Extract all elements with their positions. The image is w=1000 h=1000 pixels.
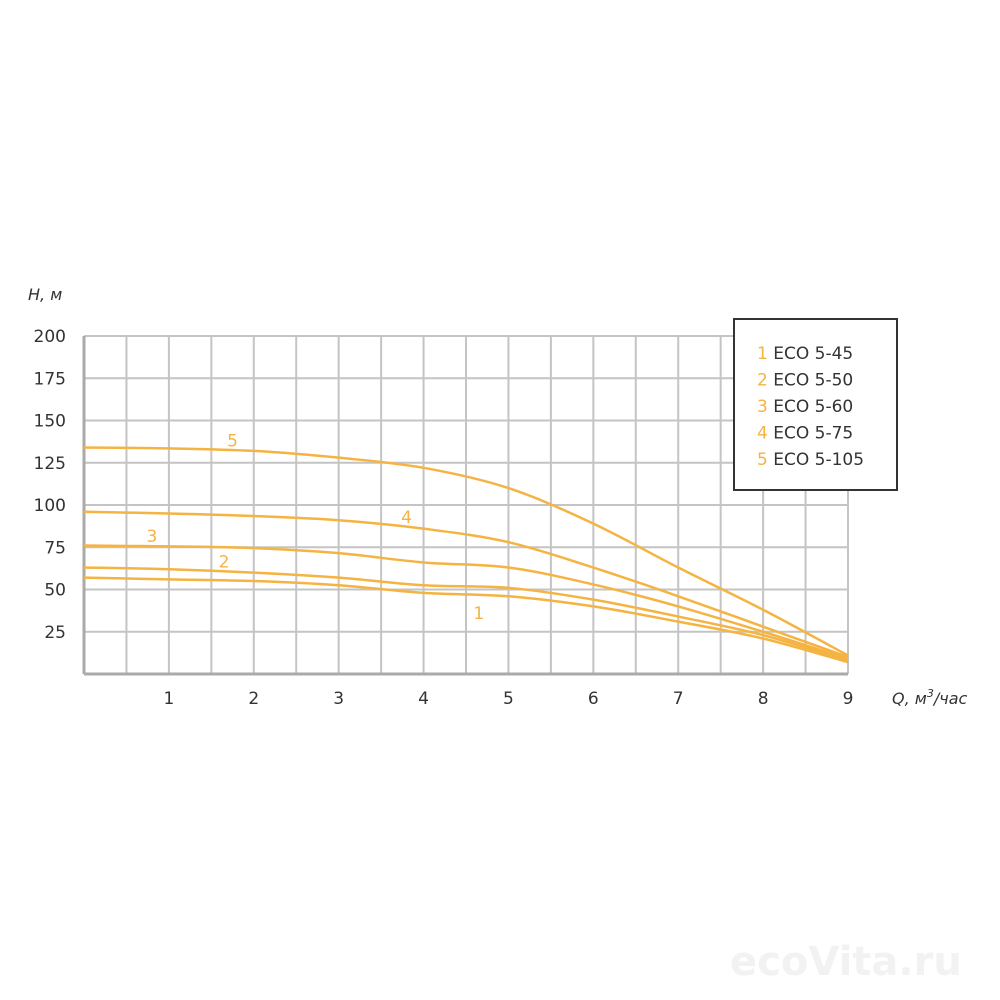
series-line-3 bbox=[83, 544, 849, 660]
y-tick-label: 125 bbox=[34, 454, 66, 474]
series-label-4: 4 bbox=[401, 508, 412, 528]
y-tick-label: 100 bbox=[34, 496, 66, 516]
legend-entry: 1 ECO 5-45 bbox=[757, 344, 853, 364]
legend-entry: 2 ECO 5-50 bbox=[757, 371, 853, 391]
series-line-4 bbox=[83, 510, 849, 659]
series-line-1 bbox=[83, 576, 849, 664]
x-tick-label: 6 bbox=[588, 689, 599, 709]
series-label-2: 2 bbox=[219, 552, 230, 572]
series-label-3: 3 bbox=[146, 527, 157, 547]
y-tick-label: 200 bbox=[34, 327, 66, 347]
y-axis-label: H, м bbox=[28, 285, 62, 304]
series-label-1: 1 bbox=[473, 604, 484, 624]
legend-entry: 4 ECO 5-75 bbox=[757, 424, 853, 444]
legend-entry: 3 ECO 5-60 bbox=[757, 397, 853, 417]
watermark: ecoVita.ru bbox=[730, 939, 962, 985]
x-tick-label: 2 bbox=[248, 689, 259, 709]
x-tick-label: 7 bbox=[673, 689, 684, 709]
y-tick-label: 175 bbox=[34, 369, 66, 389]
legend: 1 ECO 5-45 2 ECO 5-50 3 ECO 5-60 4 ECO 5-75… bbox=[733, 318, 898, 491]
series-label-5: 5 bbox=[227, 431, 238, 451]
x-axis-label: Q, м3/час bbox=[892, 687, 967, 708]
x-tick-label: 3 bbox=[333, 689, 344, 709]
x-tick-label: 5 bbox=[503, 689, 514, 709]
y-tick-label: 150 bbox=[34, 412, 66, 432]
series-line-5 bbox=[83, 446, 849, 657]
y-tick-label: 75 bbox=[44, 538, 66, 558]
legend-entry: 5 ECO 5-105 bbox=[757, 450, 864, 470]
series-line-2 bbox=[83, 566, 849, 662]
legend-box bbox=[733, 318, 898, 491]
x-tick-label: 1 bbox=[163, 689, 174, 709]
y-tick-label: 50 bbox=[44, 581, 66, 601]
series-lines: 1 2 3 4 5 bbox=[83, 431, 849, 664]
x-tick-label: 4 bbox=[418, 689, 429, 709]
x-tick-label: 8 bbox=[758, 689, 769, 709]
y-tick-label: 25 bbox=[44, 623, 66, 643]
x-tick-label: 9 bbox=[843, 689, 854, 709]
